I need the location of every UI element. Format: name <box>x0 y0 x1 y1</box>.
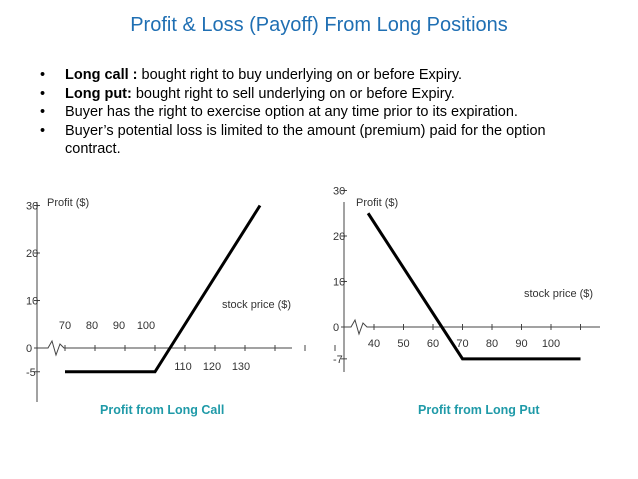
bullet-item: Long call : bought right to buy underlyi… <box>40 66 600 85</box>
page-title: Profit & Loss (Payoff) From Long Positio… <box>130 14 508 36</box>
x-tick-label: 100 <box>137 320 155 332</box>
x-axis <box>344 318 600 336</box>
payoff-line <box>65 204 262 374</box>
x-tick-label: 130 <box>232 361 250 373</box>
x-tick-label: 110 <box>174 361 192 373</box>
bullet-text: Buyer’s potential loss is limited to the… <box>65 122 546 158</box>
y-axis-label: Profit ($) <box>47 197 89 209</box>
y-tick-label: 0 <box>333 322 339 334</box>
x-tick-label: 80 <box>486 338 498 350</box>
y-tick-label: 10 <box>26 296 38 308</box>
y-tick-label: 20 <box>333 231 345 243</box>
payoff-line <box>366 212 581 361</box>
x-axis-label: stock price ($) <box>222 299 291 311</box>
x-tick-label: 120 <box>203 361 221 373</box>
bullet-term: Long call : <box>65 67 138 83</box>
x-tick-label: 40 <box>368 338 380 350</box>
x-tick-label: 90 <box>515 338 527 350</box>
y-tick-label: 10 <box>333 277 345 289</box>
bullet-text: bought right to sell underlying on or be… <box>131 85 455 102</box>
y-tick-label: 30 <box>26 201 38 213</box>
bullet-item: Buyer has the right to exercise option a… <box>40 103 600 122</box>
x-tick-label: 60 <box>427 338 439 350</box>
bullet-term: Long put: <box>65 85 132 102</box>
y-tick-label: 0 <box>26 343 32 355</box>
x-tick-label: 70 <box>59 320 71 332</box>
x-axis <box>37 339 292 357</box>
x-tick-label: 100 <box>542 338 560 350</box>
y-tick-label: -5 <box>26 367 36 379</box>
bullet-text: bought right to buy underlying on or bef… <box>137 67 463 83</box>
x-tick-label: 90 <box>113 320 125 332</box>
x-tick-label: 70 <box>456 338 468 350</box>
bullet-item: Buyer’s potential loss is limited to the… <box>40 122 600 159</box>
bullet-text: Buyer has the right to exercise option a… <box>65 104 518 120</box>
bullet-item: Long put: bought right to sell underlyin… <box>40 85 600 104</box>
x-tick-label: 50 <box>397 338 409 350</box>
y-tick-label: 20 <box>26 248 38 260</box>
long-call-caption: Profit from Long Call <box>100 403 225 417</box>
bullet-list: Long call : bought right to buy underlyi… <box>40 66 600 159</box>
y-tick-label: 30 <box>333 186 345 198</box>
x-axis-label: stock price ($) <box>524 288 593 300</box>
y-tick-label: -7 <box>333 354 343 366</box>
x-tick-label: 80 <box>86 320 98 332</box>
long-put-caption: Profit from Long Put <box>418 403 540 417</box>
y-axis-label: Profit ($) <box>356 197 398 209</box>
